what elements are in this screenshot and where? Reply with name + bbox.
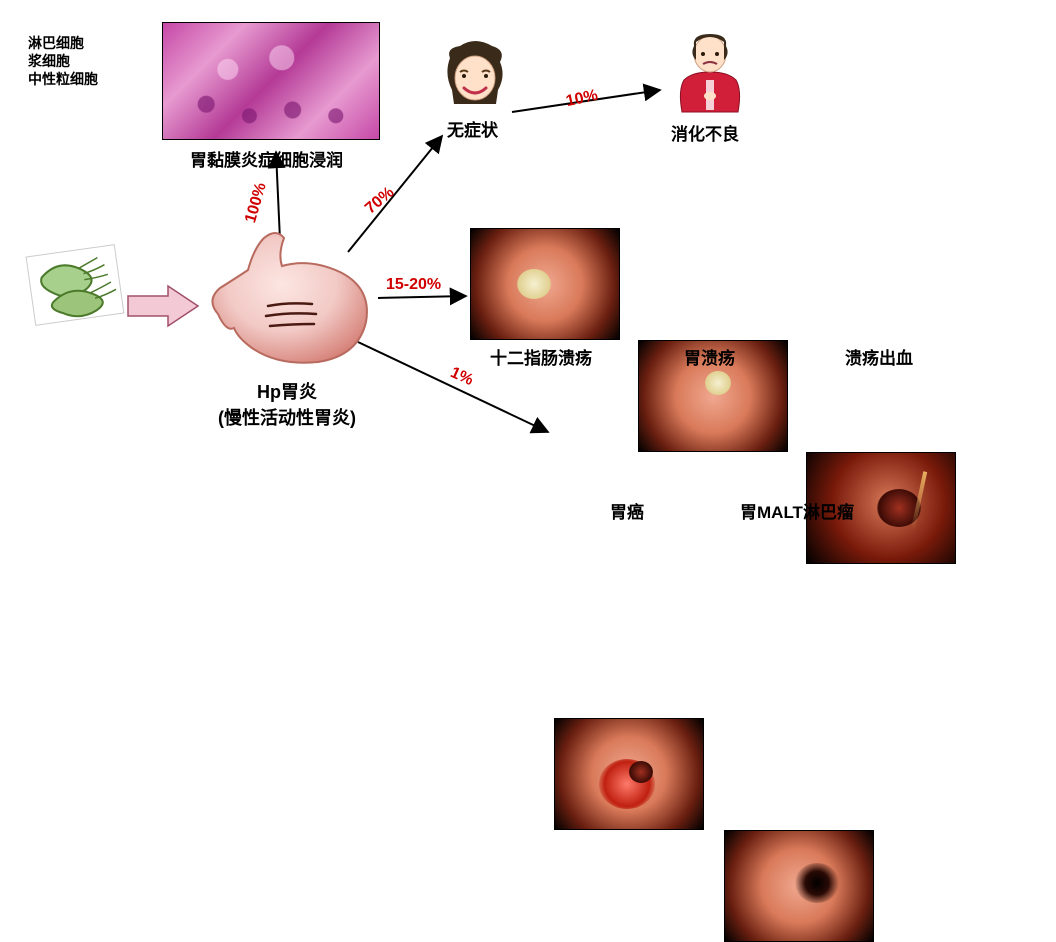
- dyspepsia-caption: 消化不良: [671, 120, 739, 145]
- gastric-cancer-image: [554, 718, 704, 830]
- bacteria-image: [26, 244, 125, 326]
- cell-types-list: 淋巴细胞 浆细胞 中性粒细胞: [28, 34, 98, 89]
- edge-label-1: 1%: [447, 364, 475, 390]
- cell-type-line: 淋巴细胞: [28, 34, 98, 52]
- bleeding-ulcer-caption: 溃疡出血: [845, 344, 913, 369]
- cell-type-line: 浆细胞: [28, 52, 98, 70]
- central-caption-line1: Hp胃炎: [182, 378, 392, 404]
- malt-lymphoma-image: [724, 830, 874, 942]
- stomach-image: [206, 230, 376, 370]
- gastric-cancer-caption: 胃癌: [610, 498, 644, 523]
- asymptomatic-caption: 无症状: [447, 116, 498, 141]
- malt-lymphoma-caption: 胃MALT淋巴瘤: [740, 498, 854, 523]
- big-arrow: [128, 286, 198, 326]
- central-caption-line2: (慢性活动性胃炎): [182, 404, 392, 430]
- gastric-ulcer-caption: 胃溃疡: [684, 344, 735, 369]
- cell-type-line: 中性粒细胞: [28, 70, 98, 88]
- duodenal-ulcer-image: [470, 228, 620, 340]
- histology-image: [162, 22, 380, 140]
- edge-to-ulcers: [378, 296, 466, 298]
- duodenal-ulcer-caption: 十二指肠溃疡: [490, 344, 592, 369]
- edge-label-70: 70%: [362, 184, 398, 218]
- edge-label-100: 100%: [242, 181, 271, 225]
- dyspepsia-figure: [670, 30, 750, 116]
- edge-label-1520: 15-20%: [386, 276, 441, 294]
- central-caption: Hp胃炎 (慢性活动性胃炎): [182, 378, 392, 430]
- histology-caption: 胃黏膜炎症细胞浸润: [190, 146, 343, 171]
- edge-label-10: 10%: [564, 87, 599, 111]
- asymptomatic-face: [440, 40, 510, 110]
